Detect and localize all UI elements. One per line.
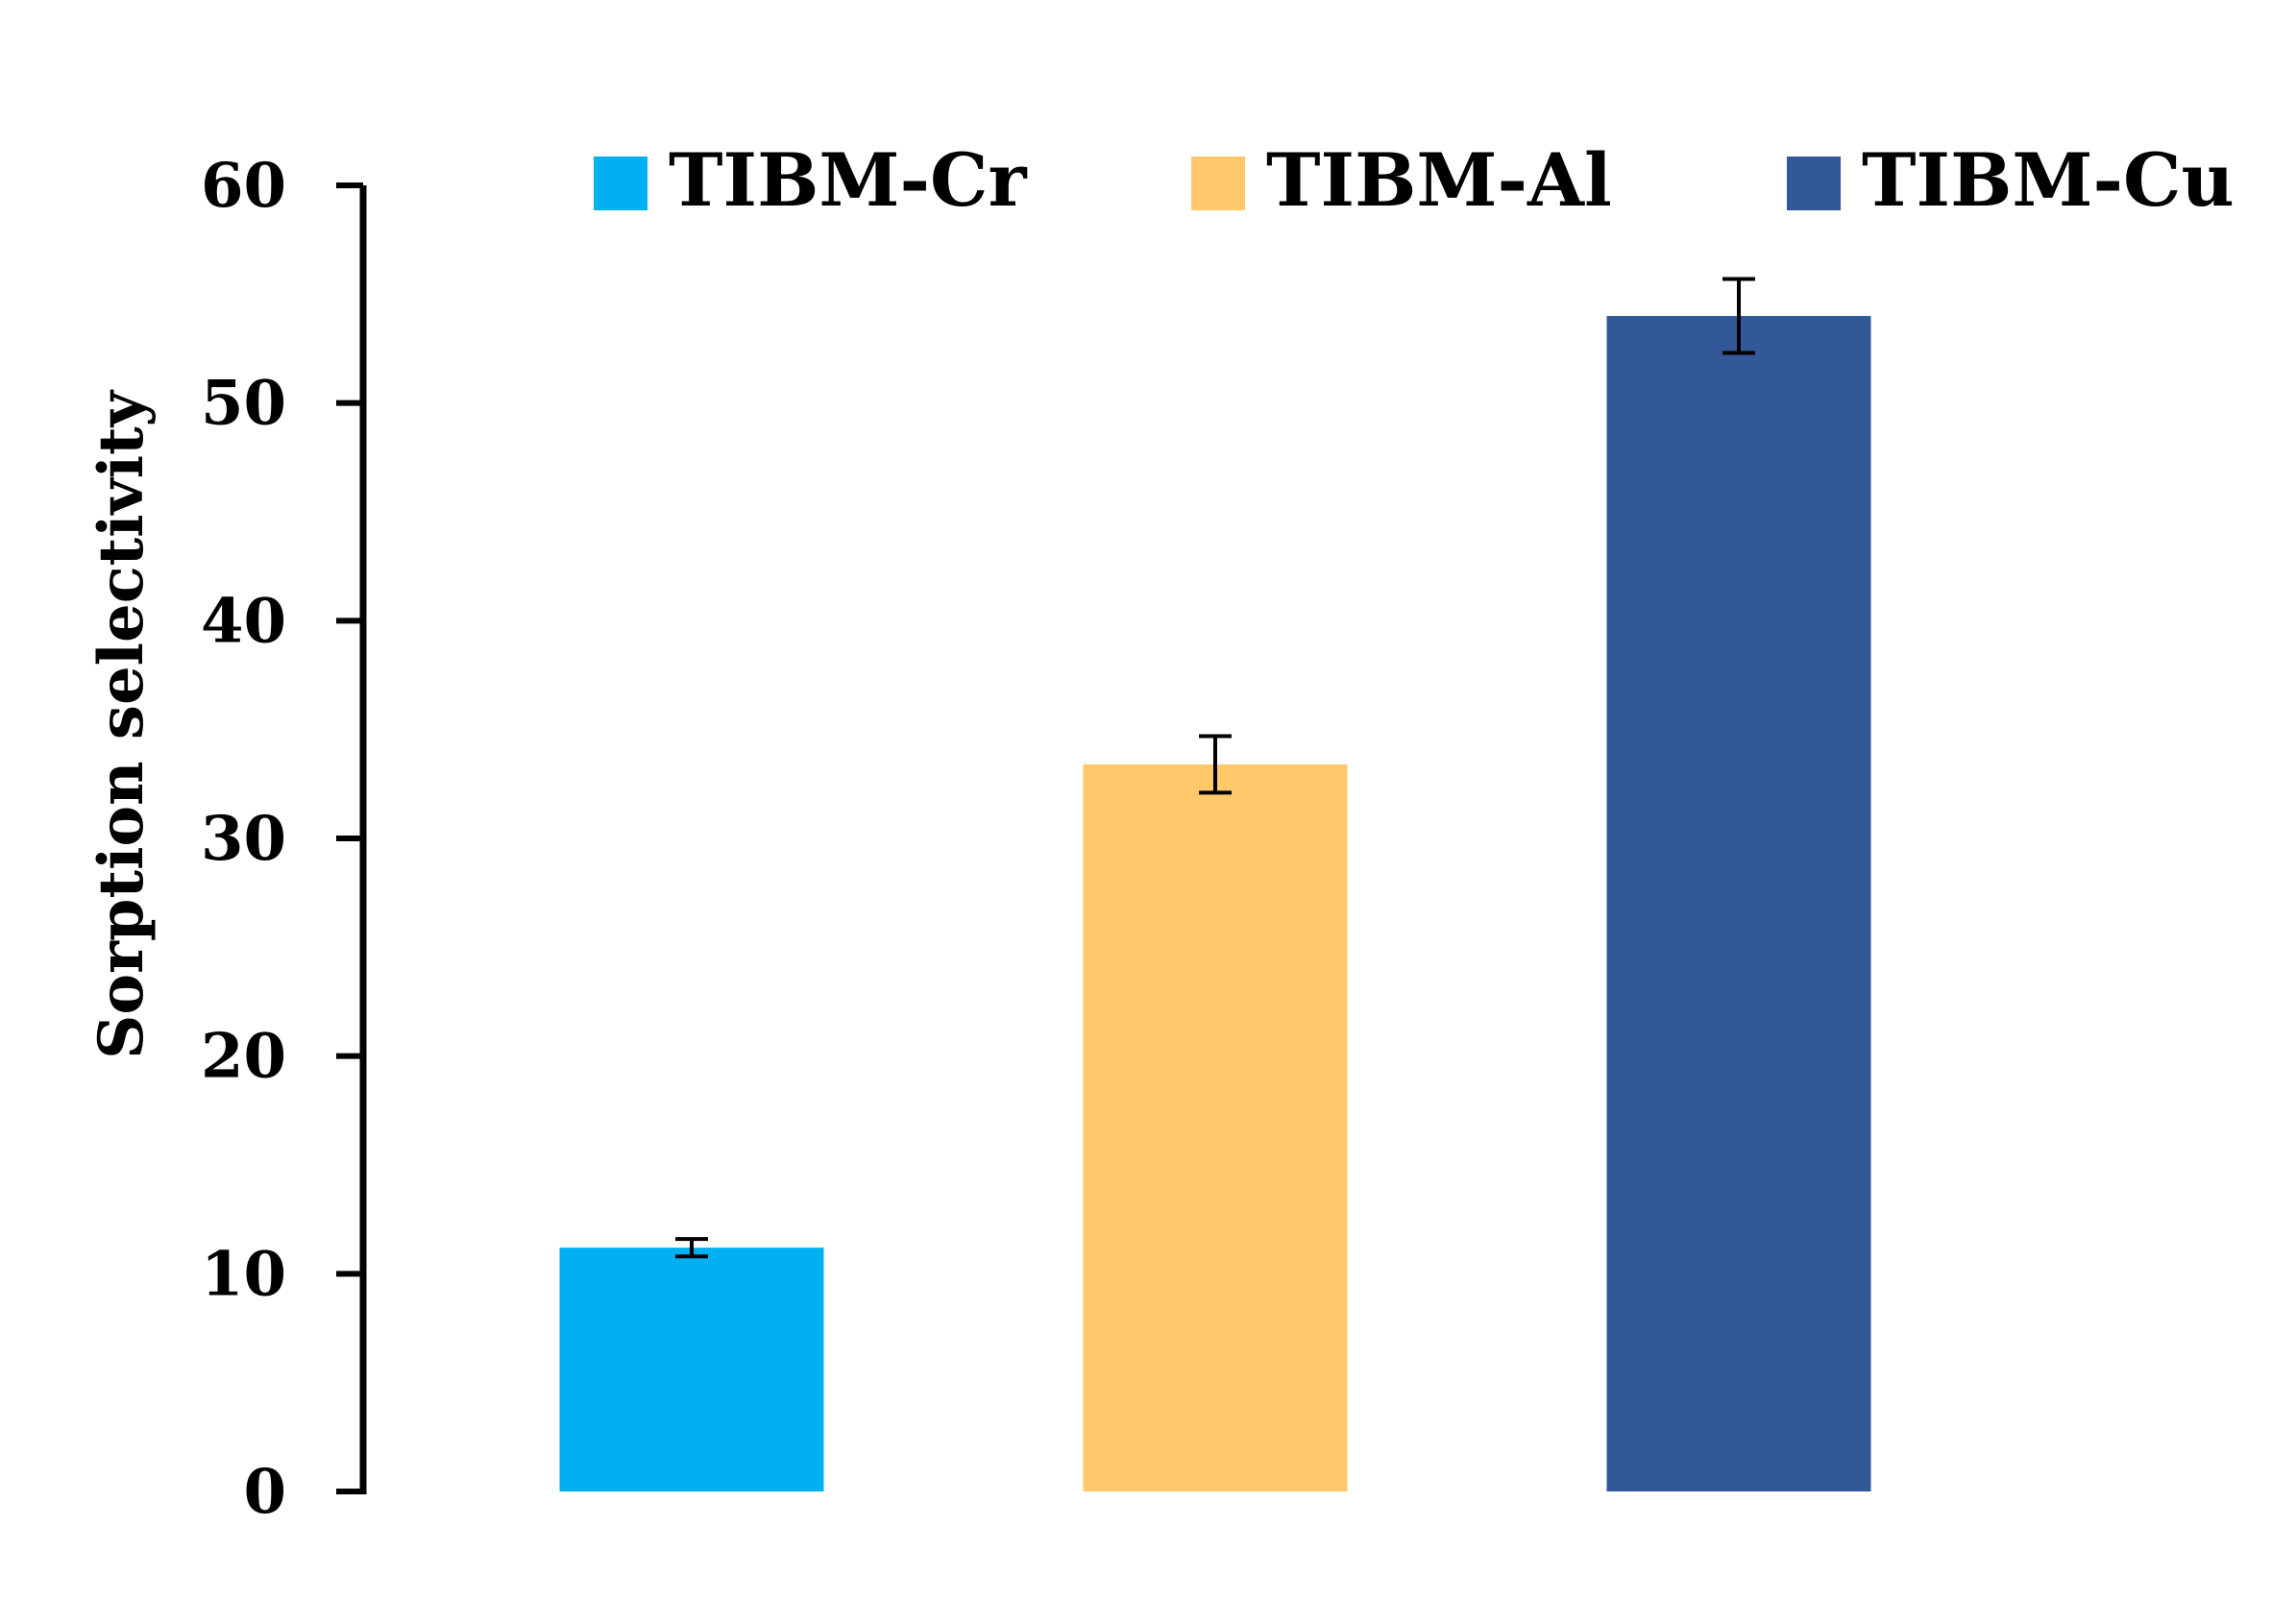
legend-swatch <box>1191 157 1245 210</box>
legend-label: TIBM-Cu <box>1862 137 2235 223</box>
error-bar-tibm-cu <box>1722 277 1755 355</box>
legend-label: TIBM-Al <box>1266 137 1612 223</box>
y-axis-title: Sorption selectivity <box>85 389 158 1058</box>
bar-tibm-al <box>1083 764 1348 1491</box>
y-tick-label: 10 <box>201 1238 286 1310</box>
legend-item-tibm-cr: TIBM-Cr <box>594 137 1028 223</box>
legend-swatch <box>594 157 647 210</box>
y-axis: 0 10 20 30 40 50 60 <box>201 150 367 1528</box>
y-tick-label: 30 <box>201 803 286 875</box>
legend-label: TIBM-Cr <box>669 137 1028 223</box>
y-tick-label: 50 <box>201 368 286 440</box>
y-tick-label: 40 <box>201 585 286 657</box>
legend-item-tibm-cu: TIBM-Cu <box>1787 137 2235 223</box>
bar-tibm-cu <box>1606 316 1871 1491</box>
error-bars <box>675 277 1755 1259</box>
legend-swatch <box>1787 157 1841 210</box>
error-bar-tibm-al <box>1199 734 1232 795</box>
error-bar-tibm-cr <box>675 1237 708 1259</box>
bars <box>559 316 1871 1491</box>
legend-item-tibm-al: TIBM-Al <box>1191 137 1612 223</box>
y-tick-label: 60 <box>201 150 286 222</box>
bar-tibm-cr <box>559 1248 824 1491</box>
legend: TIBM-Cr TIBM-Al TIBM-Cu <box>594 137 2235 223</box>
y-tick-label: 20 <box>201 1021 286 1093</box>
y-tick-label: 0 <box>243 1456 286 1528</box>
